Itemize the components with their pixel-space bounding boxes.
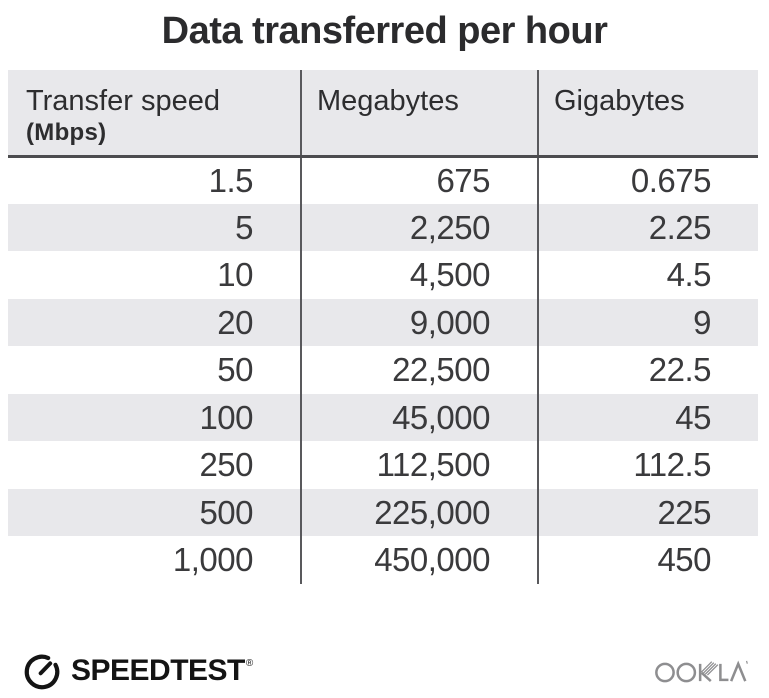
column-header-transfer-speed: Transfer speed (Mbps)	[8, 70, 302, 158]
cell-speed: 1.5	[8, 156, 302, 204]
ookla-letter-o2	[676, 662, 697, 683]
cell-speed: 50	[8, 346, 302, 394]
cell-gigabytes: 112.5	[633, 446, 711, 484]
table-row: 100 45,000 45	[8, 393, 758, 441]
page-title: Data transferred per hour	[161, 10, 608, 52]
table-row: 1.5 675 0.675	[8, 156, 758, 204]
ookla-wordmark-logo: OOKLA	[655, 660, 748, 683]
cell-megabytes: 22,500	[301, 346, 539, 394]
header-row: Transfer speed (Mbps) Megabytes Gigabyte…	[8, 70, 758, 158]
cell-speed: 5	[8, 203, 302, 251]
registered-trademark-icon: ®	[245, 658, 254, 669]
cell-gigabytes: 45	[538, 393, 758, 441]
cell-gigabytes: 450	[657, 541, 711, 579]
table-row: 5 2,250 2.25	[8, 203, 758, 251]
cell-speed: 20	[8, 298, 302, 346]
data-table: Transfer speed (Mbps) Megabytes Gigabyte…	[8, 70, 758, 584]
cell-gigabytes: 0.675	[630, 162, 712, 199]
ookla-letter-a	[729, 660, 747, 682]
speedtest-logo: SPEEDTEST ®	[22, 651, 253, 691]
column-header-megabytes: Megabytes	[301, 70, 539, 158]
column-header-label: Transfer speed	[26, 85, 220, 117]
cell-megabytes: 112,500	[301, 441, 539, 489]
table-row: 250 112,500 112.5	[8, 441, 758, 489]
cell-speed: 1,000	[8, 536, 302, 584]
table-row: 50 22,500 22.5	[8, 346, 758, 394]
speedtest-gauge-icon	[24, 654, 60, 690]
cell-speed: 100	[8, 393, 302, 441]
cell-megabytes: 2,250	[301, 203, 539, 251]
ookla-trademark-tick	[745, 660, 748, 664]
cell-megabytes: 225,000	[301, 488, 539, 536]
cell-megabytes: 9,000	[301, 298, 539, 346]
cell-megabytes: 675	[301, 156, 539, 204]
table-row: 500 225,000 225	[8, 488, 758, 536]
cell-speed: 250	[8, 441, 302, 489]
column-header-unit: (Mbps)	[26, 119, 107, 146]
ookla-letter-k-leg	[700, 671, 712, 683]
ookla-letter-k-hatch	[700, 661, 719, 676]
table-row: 20 9,000 9	[8, 298, 758, 346]
cell-speed: 10	[8, 251, 302, 299]
table-row: 1,000 450,000 450	[8, 536, 758, 584]
footer: SPEEDTEST ® OOKLA	[0, 645, 769, 698]
speedtest-wordmark: SPEEDTEST	[71, 654, 245, 687]
cell-gigabytes: 225	[538, 488, 758, 536]
column-header-gigabytes: Gigabytes	[538, 70, 758, 158]
cell-gigabytes: 9	[538, 298, 758, 346]
cell-gigabytes: 22.5	[648, 351, 712, 389]
table-row: 10 4,500 4.5	[8, 251, 758, 299]
cell-megabytes: 45,000	[301, 393, 539, 441]
column-header-label: Megabytes	[317, 85, 459, 117]
cell-gigabytes: 4.5	[666, 256, 712, 294]
ookla-letter-o1	[655, 662, 675, 683]
ookla-letter-l	[719, 663, 729, 682]
cell-megabytes: 4,500	[301, 251, 539, 299]
cell-megabytes: 450,000	[301, 536, 539, 584]
cell-gigabytes: 2.25	[538, 203, 758, 251]
column-header-label: Gigabytes	[554, 85, 685, 117]
cell-speed: 500	[8, 488, 302, 536]
